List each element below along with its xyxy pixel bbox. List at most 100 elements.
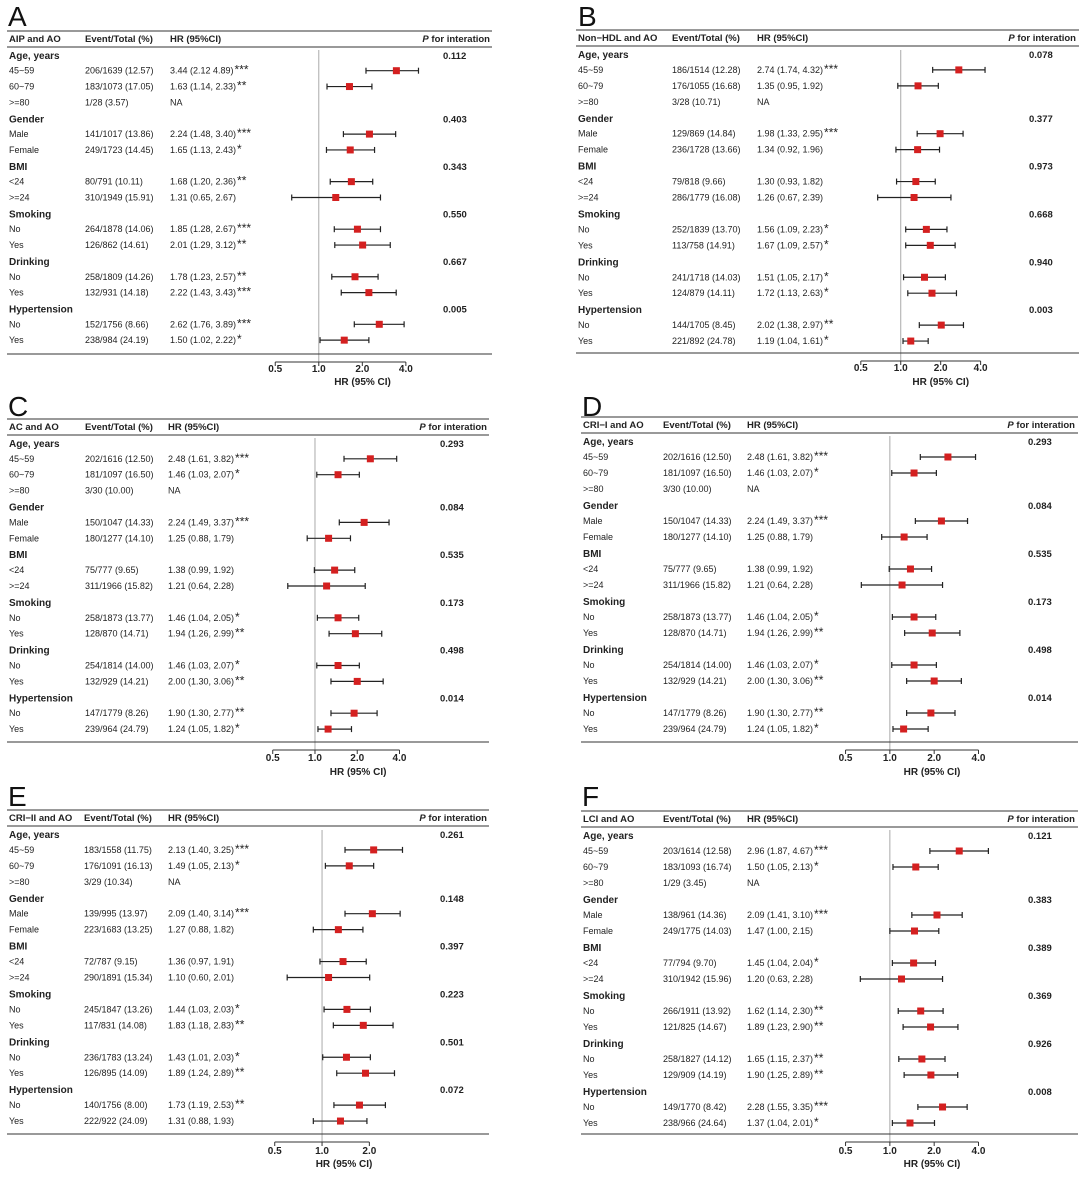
p-interaction-value: 0.005: [443, 304, 467, 315]
x-tick-label: 0.5: [839, 1146, 853, 1157]
subgroup-label: No: [583, 660, 595, 670]
group-heading: Age, years: [9, 830, 60, 841]
group-heading: Hypertension: [583, 693, 647, 704]
p-interaction-value: 0.223: [440, 989, 464, 1000]
group-heading: Smoking: [9, 989, 51, 1000]
group-heading: Gender: [583, 501, 618, 512]
significance-stars: **: [824, 317, 834, 331]
hr-marker: [345, 83, 353, 91]
hr-marker: [342, 1053, 350, 1061]
hr-ci-text: 1.72 (1.13, 2.63)*: [757, 285, 829, 299]
subgroup-label: No: [583, 1102, 595, 1112]
significance-stars: ***: [814, 843, 828, 857]
p-letter: P: [1007, 814, 1014, 825]
event-total-text: 249/1723 (14.45): [85, 145, 154, 155]
event-total-text: 290/1891 (15.34): [84, 973, 153, 983]
subgroup-label: Yes: [583, 724, 598, 734]
subgroup-label: <24: [9, 957, 24, 967]
significance-stars: *: [814, 465, 819, 479]
subgroup-label: No: [578, 320, 590, 330]
column-header-event: Event/Total (%): [672, 33, 740, 44]
significance-stars: *: [235, 1001, 240, 1015]
hr-marker: [366, 455, 374, 463]
hr-marker: [939, 1103, 947, 1111]
event-total-text: 144/1705 (8.45): [672, 320, 736, 330]
hr-marker: [359, 241, 367, 249]
group-heading: BMI: [578, 162, 597, 173]
subgroup-label: Yes: [583, 1022, 598, 1032]
subgroup-label: Yes: [9, 288, 24, 298]
event-total-text: 238/966 (24.64): [663, 1118, 727, 1128]
p-letter: P: [419, 813, 426, 824]
p-interaction-value: 0.926: [1028, 1039, 1052, 1050]
hr-ci-text: 1.51 (1.05, 2.17)*: [757, 269, 829, 283]
event-total-text: 150/1047 (14.33): [663, 516, 732, 526]
significance-stars: ***: [237, 221, 251, 235]
subgroup-label: 45~59: [578, 65, 603, 75]
p-letter: P: [1008, 33, 1015, 44]
p-letter: P: [422, 34, 429, 45]
subgroup-label: No: [9, 1004, 21, 1014]
hr-ci-text: 1.94 (1.26, 2.99)**: [747, 625, 824, 639]
hr-ci-text: 1.44 (1.03, 2.03)*: [168, 1001, 240, 1015]
hr-ci-text: 1.89 (1.24, 2.89)**: [168, 1065, 245, 1079]
p-interaction-value: 0.008: [1028, 1087, 1052, 1098]
x-tick-label: 2.0: [350, 753, 364, 764]
hr-ci-text: 1.35 (0.95, 1.92): [757, 81, 823, 91]
hr-ci-text: 1.67 (1.09, 2.57)*: [757, 237, 829, 251]
subgroup-label: Male: [9, 909, 29, 919]
event-total-text: 1/29 (3.45): [663, 878, 707, 888]
x-tick-label: 1.0: [883, 1146, 897, 1157]
hr-marker: [331, 566, 339, 574]
hr-ci-text: 2.22 (1.43, 3.43)***: [170, 285, 251, 299]
hr-marker: [347, 178, 355, 186]
event-total-text: 254/1814 (14.00): [85, 661, 154, 671]
subgroup-label: Male: [583, 910, 603, 920]
hr-marker: [334, 614, 342, 622]
group-heading: BMI: [9, 550, 28, 561]
significance-stars: *: [814, 955, 819, 969]
significance-stars: *: [237, 142, 242, 156]
x-tick-label: 0.5: [268, 364, 282, 375]
hr-marker: [334, 926, 342, 934]
event-total-text: 126/862 (14.61): [85, 240, 149, 250]
subgroup-label: Yes: [578, 336, 593, 346]
event-total-text: 150/1047 (14.33): [85, 517, 154, 527]
subgroup-label: Yes: [578, 240, 593, 250]
group-heading: Drinking: [583, 645, 624, 656]
event-total-text: 183/1073 (17.05): [85, 82, 154, 92]
group-heading: Gender: [9, 894, 44, 905]
hr-marker: [351, 273, 359, 281]
group-heading: BMI: [9, 942, 28, 953]
group-heading: Age, years: [9, 51, 60, 62]
hr-ci-text: NA: [168, 486, 181, 496]
subgroup-label: 60~79: [583, 862, 608, 872]
hr-ci-text: 1.26 (0.67, 2.39): [757, 193, 823, 203]
significance-stars: *: [824, 269, 829, 283]
group-heading: Gender: [578, 114, 613, 125]
hr-marker: [906, 1119, 914, 1127]
event-total-text: 79/818 (9.66): [672, 177, 726, 187]
subgroup-label: >=24: [583, 974, 604, 984]
subgroup-label: Female: [9, 145, 39, 155]
x-tick-label: 2.0: [362, 1146, 376, 1157]
significance-stars: ***: [814, 907, 828, 921]
hr-marker: [955, 847, 963, 855]
event-total-text: 181/1097 (16.50): [85, 470, 154, 480]
p-interaction-value: 0.084: [1028, 501, 1052, 512]
hr-marker: [914, 82, 922, 90]
event-total-text: 3/30 (10.00): [663, 484, 712, 494]
x-axis-title: HR (95% CI): [912, 377, 969, 388]
hr-marker: [922, 225, 930, 233]
panel-letter: E: [8, 781, 27, 812]
column-header-p: P for interation: [1007, 420, 1075, 431]
subgroup-label: No: [9, 613, 21, 623]
event-total-text: 258/1873 (13.77): [85, 613, 154, 623]
x-tick-label: 1.0: [315, 1146, 329, 1157]
significance-stars: *: [824, 285, 829, 299]
subgroup-label: No: [583, 1006, 595, 1016]
x-tick-label: 4.0: [972, 753, 986, 764]
significance-stars: ***: [237, 316, 251, 330]
hr-ci-text: 1.90 (1.30, 2.77)**: [747, 705, 824, 719]
